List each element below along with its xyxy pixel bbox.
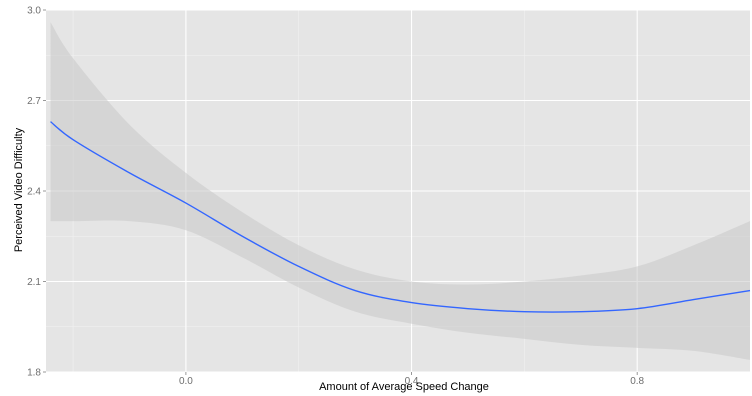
x-tick-label: 0.8	[630, 376, 644, 387]
y-tick-label: 3.0	[27, 6, 41, 17]
x-tick-label: 0.4	[405, 376, 419, 387]
series-line	[50, 121, 751, 313]
x-tick-label: 0.0	[179, 376, 193, 387]
y-tick-label: 2.1	[27, 277, 41, 288]
confidence-ribbon-layer	[50, 22, 750, 360]
y-tick-label: 2.7	[27, 96, 41, 107]
series-line-layer	[50, 121, 751, 313]
confidence-ribbon	[50, 22, 750, 360]
axis-ticks	[43, 9, 638, 375]
y-tick-label: 1.8	[27, 368, 41, 379]
y-tick-label: 2.4	[27, 187, 41, 198]
y-axis-title: Perceived Video Difficulty	[13, 127, 25, 252]
x-axis-title: Amount of Average Speed Change	[319, 381, 489, 393]
tick-labels: 0.0 0.4 0.8 1.8 2.1 2.4 2.7 3.0	[27, 6, 644, 388]
